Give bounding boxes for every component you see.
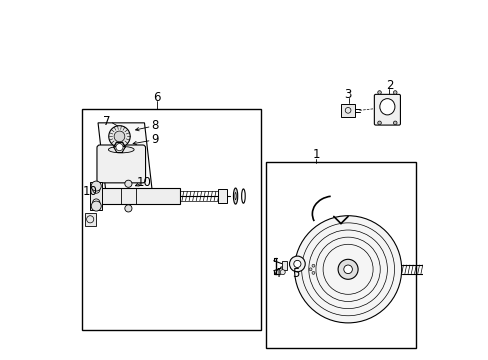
Circle shape: [93, 199, 100, 206]
Ellipse shape: [379, 99, 394, 115]
Text: 10: 10: [83, 185, 98, 198]
Text: 2: 2: [386, 79, 393, 92]
Bar: [121, 188, 135, 204]
Text: 6: 6: [153, 91, 161, 104]
Circle shape: [91, 201, 101, 211]
Bar: [281, 261, 287, 270]
Text: 10: 10: [136, 176, 151, 189]
Text: 4: 4: [272, 267, 280, 280]
Bar: [82, 109, 260, 330]
Circle shape: [311, 264, 314, 267]
Circle shape: [114, 131, 124, 142]
Circle shape: [124, 180, 132, 187]
Bar: [84, 213, 96, 226]
Circle shape: [393, 121, 396, 125]
Ellipse shape: [241, 189, 244, 203]
Ellipse shape: [234, 193, 236, 200]
Ellipse shape: [233, 188, 237, 204]
Circle shape: [293, 260, 300, 267]
Bar: [96, 188, 180, 204]
Bar: [217, 189, 226, 203]
Circle shape: [280, 270, 285, 275]
Circle shape: [289, 256, 305, 272]
Bar: [340, 104, 354, 117]
Text: 8: 8: [151, 119, 159, 132]
Bar: [90, 182, 102, 210]
Circle shape: [124, 205, 132, 212]
Circle shape: [294, 216, 401, 323]
FancyBboxPatch shape: [97, 145, 145, 183]
Circle shape: [308, 268, 311, 271]
Text: 1: 1: [311, 148, 319, 162]
Circle shape: [108, 126, 130, 147]
Circle shape: [93, 186, 100, 193]
Text: 9: 9: [151, 133, 159, 146]
Circle shape: [393, 91, 396, 94]
Circle shape: [377, 91, 381, 94]
Circle shape: [337, 259, 357, 279]
Ellipse shape: [108, 147, 134, 153]
FancyBboxPatch shape: [374, 94, 400, 125]
Polygon shape: [98, 123, 153, 202]
Circle shape: [311, 271, 314, 274]
Text: 7: 7: [103, 114, 110, 127]
Circle shape: [91, 181, 101, 191]
Circle shape: [377, 121, 381, 125]
Circle shape: [343, 265, 352, 274]
Bar: [265, 162, 415, 348]
Text: 5: 5: [291, 267, 299, 280]
Text: 3: 3: [343, 88, 350, 101]
Circle shape: [116, 144, 123, 151]
